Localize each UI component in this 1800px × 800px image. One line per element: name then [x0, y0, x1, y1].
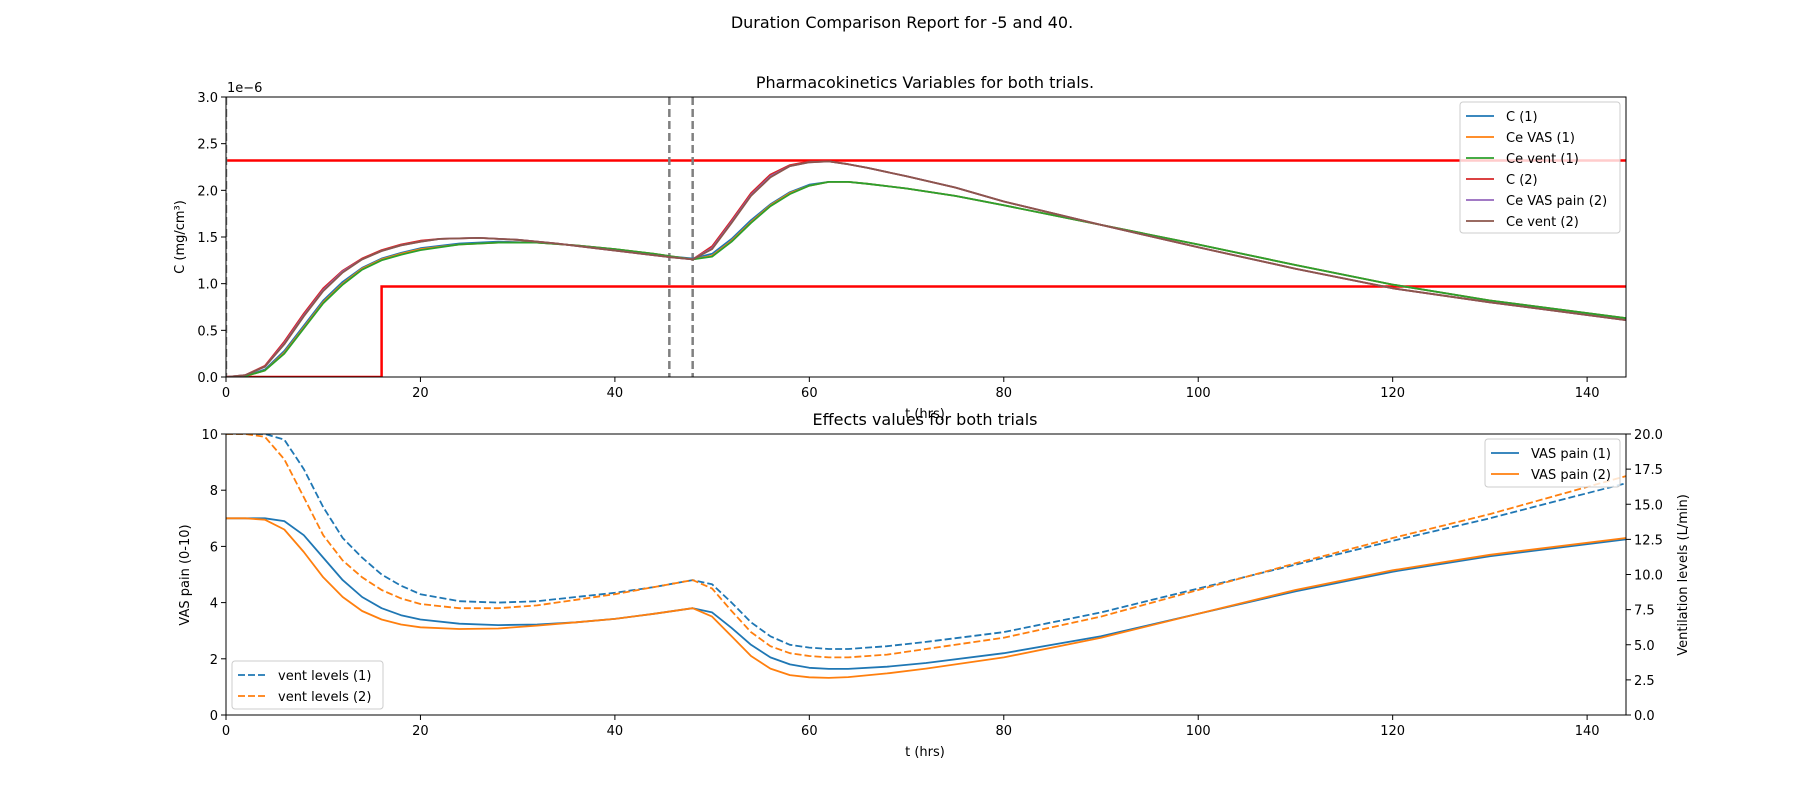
pk-legend-label-ce-vent-1: Ce vent (1): [1506, 152, 1579, 167]
pk-offset-text: 1e−6: [227, 81, 262, 96]
effects-x-tick-label: 80: [996, 724, 1013, 739]
pk-x-tick-label: 40: [607, 386, 624, 401]
pk-axes: Pharmacokinetics Variables for both tria…: [173, 73, 1627, 422]
effects-plot-area: [226, 434, 1626, 679]
effects-legend-label-vent-levels-1: vent levels (1): [278, 669, 371, 684]
effects-x-tick-label: 100: [1186, 724, 1211, 739]
effects-y-tick-label-right: 5.0: [1634, 639, 1655, 654]
pk-legend: C (1) Ce VAS (1) Ce vent (1) C (2) Ce VAS pa…: [1459, 101, 1621, 234]
effects-axes: Effects values for both trials 0 20 40 60 80…: [178, 410, 1691, 760]
pk-x-tick-label: 140: [1575, 386, 1600, 401]
effects-x-tick-label: 40: [607, 724, 624, 739]
effects-y-tick-label-left: 0: [210, 709, 218, 724]
effects-y-ticks-left: 0 2 4 6 8 10: [201, 428, 226, 724]
effects-legend-label-vas-pain-1: VAS pain (1): [1531, 447, 1611, 462]
effects-x-tick-label: 120: [1380, 724, 1405, 739]
effects-y-tick-label-left: 4: [210, 597, 218, 612]
pk-x-ticks: 0 20 40 60 80 100 120 140: [222, 377, 1600, 401]
effects-y-tick-label-right: 7.5: [1634, 604, 1655, 619]
pk-x-tick-label: 60: [801, 386, 818, 401]
pk-y-label: C (mg/cm³): [173, 200, 188, 274]
pk-legend-label-c-2: C (2): [1506, 173, 1538, 188]
effects-legend-label-vas-pain-2: VAS pain (2): [1531, 468, 1611, 483]
effects-y-label-left: VAS pain (0-10): [178, 524, 193, 625]
pk-threshold-line-2: [226, 285, 1626, 377]
effects-legend2-box: [231, 660, 384, 710]
effects-y-tick-label-right: 17.5: [1634, 463, 1663, 478]
pk-plot-area: [226, 97, 1626, 377]
effects-x-ticks: 0 20 40 60 80 100 120 140: [222, 715, 1600, 739]
pk-y-tick-label: 1.5: [197, 231, 218, 246]
effects-y-label-right: Ventilation levels (L/min): [1676, 494, 1691, 656]
pk-legend-box: [1459, 101, 1621, 234]
effects-x-label: t (hrs): [905, 745, 945, 760]
effects-series-vas-pain-2: [226, 517, 1626, 679]
pk-y-tick-label: 2.5: [197, 138, 218, 153]
pk-legend-label-ce-vas-1: Ce VAS (1): [1506, 131, 1575, 146]
pk-y-tick-label: 1.0: [197, 278, 218, 293]
pk-legend-label-c-1: C (1): [1506, 110, 1538, 125]
pk-x-tick-label: 80: [996, 386, 1013, 401]
pk-x-label: t (hrs): [905, 407, 945, 422]
pk-legend-label-ce-vent-2: Ce vent (2): [1506, 215, 1579, 230]
pk-y-tick-label: 0.5: [197, 324, 218, 339]
pk-x-tick-label: 20: [412, 386, 429, 401]
pk-y-tick-label: 3.0: [197, 91, 218, 106]
effects-x-tick-label: 60: [801, 724, 818, 739]
effects-legend-label-vent-levels-2: vent levels (2): [278, 690, 371, 705]
effects-legend-right-axis: vent levels (1) vent levels (2): [231, 660, 384, 710]
effects-y-ticks-right: 0.0 2.5 5.0 7.5 10.0 12.5 15.0 17.5 20.0: [1626, 428, 1663, 724]
effects-x-tick-label: 0: [222, 724, 230, 739]
pk-series-ce-vent-2: [226, 160, 1626, 377]
pk-y-ticks: 0.0 0.5 1.0 1.5 2.0 2.5 3.0: [197, 91, 226, 386]
figure-suptitle: Duration Comparison Report for -5 and 40…: [731, 13, 1073, 32]
effects-y-tick-label-right: 2.5: [1634, 674, 1655, 689]
effects-y-tick-label-left: 6: [210, 540, 218, 555]
effects-series-group: [226, 434, 1626, 679]
effects-y-tick-label-left: 2: [210, 653, 218, 668]
pk-x-tick-label: 120: [1380, 386, 1405, 401]
effects-y-tick-label-right: 12.5: [1634, 533, 1663, 548]
pk-legend-label-ce-vas-pain-2: Ce VAS pain (2): [1506, 194, 1607, 209]
effects-legend-box: [1484, 438, 1621, 488]
effects-x-tick-label: 20: [412, 724, 429, 739]
pk-series-group: [226, 97, 1626, 377]
effects-legend-left-axis: VAS pain (1) VAS pain (2): [1484, 438, 1621, 488]
effects-y-tick-label-right: 20.0: [1634, 428, 1663, 443]
effects-y-tick-label-right: 0.0: [1634, 709, 1655, 724]
effects-series-vent-levels-2: [226, 434, 1626, 659]
effects-y-tick-label-left: 10: [201, 428, 218, 443]
pk-title: Pharmacokinetics Variables for both tria…: [756, 73, 1094, 92]
effects-y-tick-label-right: 10.0: [1634, 569, 1663, 584]
pk-y-tick-label: 2.0: [197, 184, 218, 199]
effects-x-tick-label: 140: [1575, 724, 1600, 739]
pk-x-tick-label: 100: [1186, 386, 1211, 401]
effects-y-tick-label-right: 15.0: [1634, 498, 1663, 513]
pk-x-tick-label: 0: [222, 386, 230, 401]
effects-title: Effects values for both trials: [812, 410, 1037, 429]
effects-y-tick-label-left: 8: [210, 484, 218, 499]
pk-y-tick-label: 0.0: [197, 371, 218, 386]
